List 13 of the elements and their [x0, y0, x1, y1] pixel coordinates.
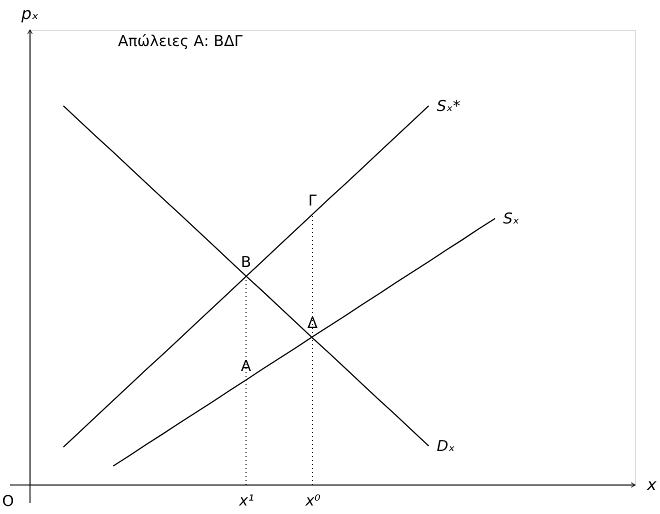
series-label: Sₓ	[503, 209, 520, 228]
annotation: Γ	[308, 191, 318, 210]
annotation: Δ	[307, 314, 318, 332]
text: x	[646, 475, 657, 494]
text: O	[2, 492, 14, 510]
series-label: Dₓ	[436, 436, 456, 455]
annotation: Α	[240, 356, 252, 375]
text: pₓ	[20, 4, 39, 23]
x-tick-label: x¹	[238, 492, 254, 510]
annotation: Β	[240, 253, 252, 272]
series-label: Sₓ*	[436, 96, 461, 115]
x-tick-label: x⁰	[304, 492, 320, 510]
text: Απώλειες Α: ΒΔΓ	[118, 32, 244, 50]
